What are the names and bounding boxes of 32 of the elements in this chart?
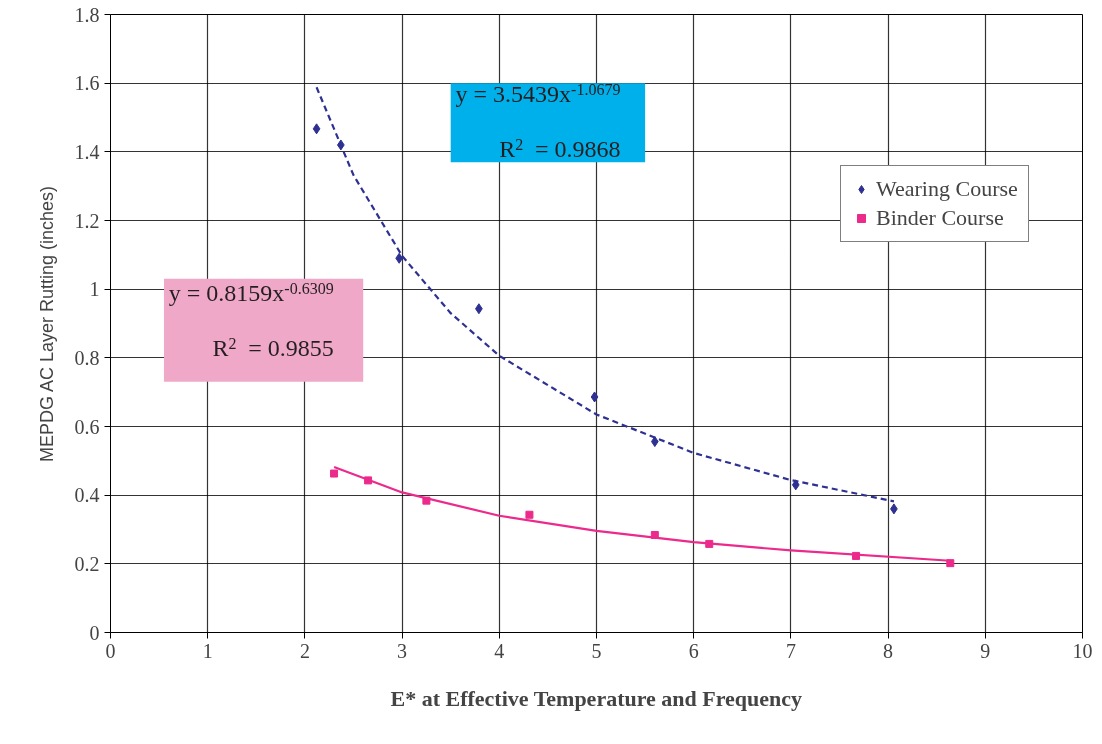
x-tick-label: 9 [980, 639, 991, 662]
y-axis-title: MEPDG AC Layer Rutting (inches) [36, 185, 57, 463]
x-tick-label: 8 [883, 639, 894, 662]
y-tick-label: 0.2 [74, 552, 100, 575]
y-tick-label: 0.6 [74, 415, 100, 438]
point [330, 469, 339, 478]
point [525, 510, 534, 519]
point [590, 391, 599, 403]
x-tick-label: 0 [105, 639, 116, 662]
x-tick-label: 6 [688, 639, 699, 662]
x-tick-label: 5 [591, 639, 602, 662]
x-axis-title: E* at Effective Temperature and Frequency [390, 685, 803, 711]
y-tick-label: 1.6 [74, 72, 100, 95]
x-tick-label: 7 [785, 639, 796, 662]
y-tick-label: 1.8 [74, 3, 100, 26]
y-tick-label: 1.4 [74, 140, 100, 163]
x-tick-label: 3 [397, 639, 408, 662]
point [650, 436, 659, 448]
x-tick-label: 2 [299, 639, 310, 662]
x-tick-label: 4 [494, 639, 505, 662]
point [312, 123, 321, 135]
y-tick-label: 1.2 [74, 209, 100, 232]
legend-label: Binder Course [876, 205, 1004, 231]
y-tick-label: 0.8 [74, 346, 100, 369]
x-tick-label: 10 [1072, 639, 1093, 662]
y-tick-label: 0 [89, 621, 100, 644]
point [791, 479, 800, 491]
y-tick-label: 1 [89, 278, 100, 301]
x-tick-label: 1 [202, 639, 213, 662]
legend-label: Wearing Course [876, 176, 1018, 202]
y-tick-label: 0.4 [74, 484, 100, 507]
point [395, 252, 404, 264]
